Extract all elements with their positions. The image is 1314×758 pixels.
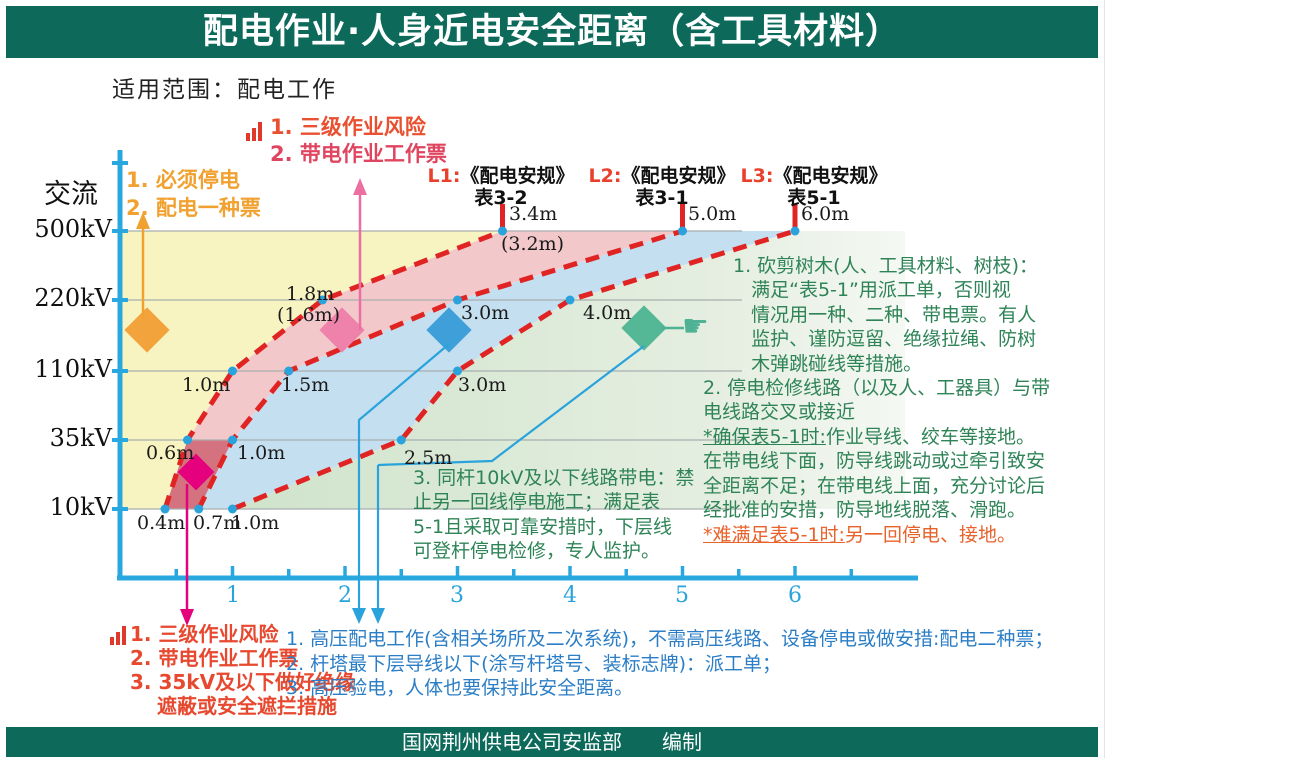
l3-book: 《配电安规》 <box>773 165 888 187</box>
data-point-dot <box>228 366 237 376</box>
note-must-cut-power: 1. 必须停电 2. 配电一种票 <box>126 168 261 220</box>
label-l1-220kv: 1.8m <box>286 283 335 305</box>
label-l1-35kv: 0.6m <box>146 442 195 464</box>
zone-power-off-diamond <box>124 307 170 353</box>
footer-credit: 国网荆州供电公司安监部 编制 <box>402 730 702 754</box>
l1-table: 表3-2 <box>474 187 528 209</box>
data-point-dot <box>318 295 327 305</box>
data-point-dot <box>790 226 800 236</box>
data-point-dot <box>678 226 687 236</box>
y-axis-title: 交流 <box>44 179 98 210</box>
x-tick-3: 3 <box>450 583 464 608</box>
y-label-35kv: 35kV <box>49 424 112 452</box>
x-tick-6: 6 <box>788 583 802 608</box>
legend-header-l3: L3:《配电安规》 表5-1 <box>739 165 889 209</box>
legend-header-l2: L2:《配电安规》 表3-1 <box>587 165 737 209</box>
label-l1-220kv-alt: (1.6m) <box>277 304 341 326</box>
pink-arrowhead-up-icon <box>353 178 367 195</box>
data-point-dot <box>453 366 462 376</box>
blue-arrowhead-down-icon-1 <box>352 608 366 624</box>
y-label-500kv: 500kV <box>34 215 112 243</box>
y-label-220kv: 220kV <box>34 284 112 312</box>
note-risk-bottom: 1. 三级作业风险 2. 带电作业工作票 3. 35kV及以下做好绝缘 遮蔽或安… <box>130 622 356 718</box>
title-bar: 配电作业·人身近电安全距离（含工具材料） <box>6 6 1098 58</box>
l1-book: 《配电安规》 <box>460 165 575 187</box>
risk-level-bars-icon <box>246 122 262 141</box>
label-l3-35kv: 2.5m <box>404 447 453 469</box>
leader-lines-group <box>136 178 684 626</box>
orange-arrowhead-up-icon <box>136 212 150 229</box>
label-l3-10kv: 1.0m <box>231 512 280 534</box>
label-l1-500kv-alt: (3.2m) <box>501 233 565 255</box>
data-point-dot <box>194 504 204 514</box>
same-pole-note-leader <box>377 345 645 467</box>
ensure-label: *确保表5-1时: <box>703 426 826 448</box>
data-point-dot <box>565 295 575 305</box>
y-label-10kv: 10kV <box>49 493 112 521</box>
curve-L3 <box>231 228 796 512</box>
label-l3-500kv: 6.0m <box>801 203 850 225</box>
label-l1-10kv: 0.4m <box>137 512 186 534</box>
hard-text: 另一回停电、接地。 <box>844 524 1016 546</box>
scope-subtitle: 适用范围：配电工作 <box>112 77 337 103</box>
l2-table: 表3-1 <box>635 187 689 209</box>
risk-level-bars-icon-bottom <box>110 626 126 645</box>
x-tick-1: 1 <box>226 583 240 608</box>
label-l2-110kv: 1.5m <box>281 374 330 396</box>
label-l1-500kv: 3.4m <box>509 203 558 225</box>
note-ensure-table51: *确保表5-1时:作业导线、绞车等接地。 在带电线下面，防导线跳动或过牵引致安 … <box>703 425 1098 523</box>
blue-leader-line-1 <box>357 343 450 610</box>
label-l2-35kv: 1.0m <box>237 442 286 464</box>
label-l3-110kv: 3.0m <box>458 374 507 396</box>
note-hard-table51: *难满足表5-1时:另一回停电、接地。 <box>703 523 1098 547</box>
data-point-dot <box>228 504 237 514</box>
legend-header-l1: L1:《配电安规》 表3-2 <box>426 165 576 209</box>
note-risk-top-line1: 1. 三级作业风险 <box>270 115 426 139</box>
l3-table: 表5-1 <box>787 187 841 209</box>
l1-id: L1: <box>427 165 461 187</box>
label-l3-220kv: 4.0m <box>583 302 632 324</box>
data-point-dot <box>453 295 462 305</box>
curve-L1 <box>162 228 504 510</box>
note-crossing-lines: 2. 停电检修线路（以及人、工器具）与带 电线路交叉或接近 <box>703 377 1051 424</box>
data-point-dot <box>498 226 507 236</box>
x-tick-5: 5 <box>675 583 689 608</box>
zone-overlap-diamond <box>177 453 215 491</box>
data-point-dot <box>183 435 192 445</box>
label-l2-10kv: 0.7m <box>193 512 242 534</box>
x-tick-4: 4 <box>563 583 577 608</box>
data-point-dot <box>160 504 170 514</box>
note-tree-cutting: 1. 砍剪树木(人、工具材料、树枝)： 满足“表5-1”用派工单，否则视 情况用… <box>733 255 1038 375</box>
chart-plot-group <box>112 150 918 581</box>
label-l2-500kv: 5.0m <box>688 203 737 225</box>
ensure-text: 作业导线、绞车等接地。 在带电线下面，防导线跳动或过牵引致安 全距离不足；在带电… <box>703 426 1046 522</box>
label-l1-110kv: 1.0m <box>182 374 231 396</box>
data-point-dot <box>228 435 237 445</box>
label-l2-220kv: 3.0m <box>461 302 510 324</box>
page-title: 配电作业·人身近电安全距离（含工具材料） <box>202 12 902 52</box>
zone-l1-l2 <box>165 231 683 509</box>
l2-id: L2: <box>588 165 622 187</box>
data-point-dot <box>284 366 294 376</box>
hard-label: *难满足表5-1时: <box>703 524 845 546</box>
content-right-edge <box>1104 0 1105 758</box>
footer-bar: 国网荆州供电公司安监部 编制 <box>6 727 1098 757</box>
note-risk-top-line2: 2. 带电作业工作票 <box>270 142 447 166</box>
magenta-arrowhead-down-icon <box>180 609 194 626</box>
l2-book: 《配电安规》 <box>621 165 736 187</box>
pointing-hand-icon: ☛ <box>682 309 709 344</box>
blue-arrowhead-down-icon-2 <box>371 608 385 624</box>
l3-id: L3: <box>740 165 774 187</box>
data-point-dot <box>396 435 406 445</box>
y-label-110kv: 110kV <box>34 355 112 383</box>
note-bottom-blue: 1. 高压配电工作(含相关场所及二次系统)，不需高压线路、设备停电或做安措:配电… <box>286 628 1054 699</box>
x-tick-2: 2 <box>338 583 352 608</box>
note-same-pole: 3. 同杆10kV及以下线路带电：禁 止另一回线停电施工；满足表 5-1且采取可… <box>413 467 695 563</box>
